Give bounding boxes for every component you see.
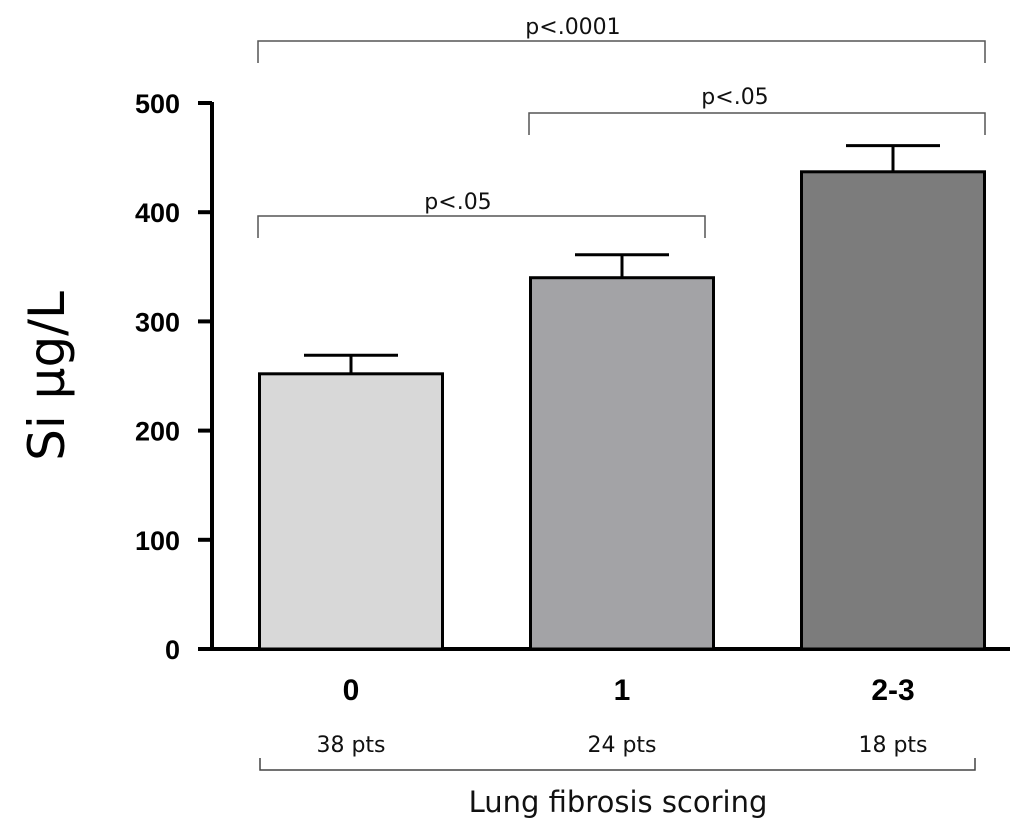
y-tick-label: 200 [135,417,180,447]
bar-1 [529,276,715,651]
significance-label: p<.05 [701,85,768,110]
significance-label: p<.0001 [525,15,620,40]
y-tick-label: 100 [135,526,180,556]
x-tick-label: 0 [343,674,360,707]
significance-label: p<.05 [424,190,491,215]
x-tick-label: 2-3 [871,674,914,707]
bars [258,144,986,651]
y-tick-label: 400 [135,198,180,228]
bar-2-3 [800,170,986,651]
group-count-label: 18 pts [858,733,927,758]
significance-bracket [257,215,706,238]
y-tick-label: 0 [165,635,180,665]
group-count-label: 38 pts [316,733,385,758]
y-axis-label: Si μg/L [18,291,76,461]
x-tick-label: 1 [614,674,631,707]
x-axis-label: Lung fibrosis scoring [469,785,768,818]
y-tick-label: 500 [135,89,180,119]
labels: Si μg/L 0 38 pts 1 24 pts 2-3 18 pts Lung fibro… [18,291,976,818]
y-tick-label: 300 [135,307,180,337]
significance-bracket [528,112,986,135]
x-group-bracket [259,758,976,771]
group-count-label: 24 pts [587,733,656,758]
significance-brackets: p<.0001 p<.05 p<.05 [257,15,986,238]
bar-0 [258,372,444,651]
significance-bracket [257,40,986,63]
